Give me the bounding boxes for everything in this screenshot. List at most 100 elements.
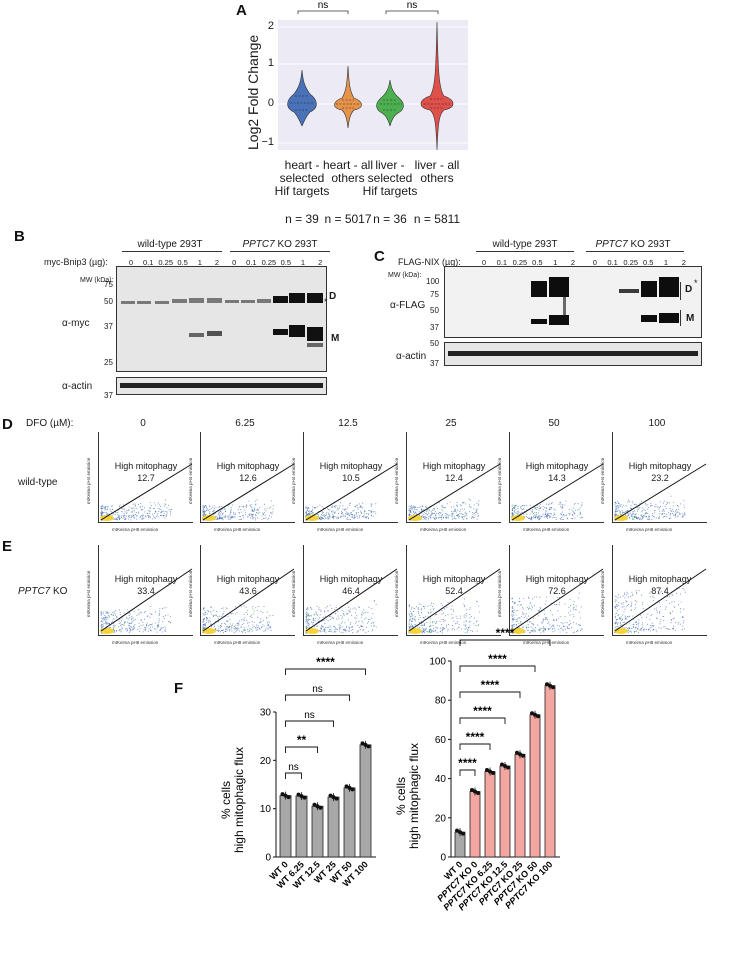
flow-event — [359, 629, 361, 631]
flow-event — [256, 499, 258, 501]
flow-event — [525, 512, 527, 514]
flow-event — [121, 626, 123, 628]
flow-event — [459, 617, 461, 620]
flow-event — [413, 617, 415, 619]
flow-event — [121, 627, 123, 630]
flow-event — [640, 614, 642, 616]
flow-event — [305, 613, 307, 615]
flow-event — [358, 517, 360, 519]
flow-event — [411, 624, 413, 626]
flow-event — [422, 513, 424, 515]
flow-event — [515, 624, 517, 626]
flow-event — [105, 610, 107, 612]
flow-event — [331, 608, 333, 610]
flow-event — [150, 507, 152, 509]
flow-event — [465, 621, 467, 623]
flow-event — [581, 504, 583, 506]
flow-event — [373, 599, 376, 602]
flow-event — [370, 510, 372, 512]
f-sig-label: **** — [316, 655, 335, 669]
flow-event — [626, 510, 628, 512]
flow-event — [617, 502, 620, 504]
flow-event — [354, 505, 356, 508]
flow-event — [644, 515, 646, 518]
flow-event — [332, 505, 334, 507]
flow-event — [511, 511, 513, 513]
flow-event — [575, 605, 577, 607]
flow-event — [410, 504, 412, 507]
flow-event — [152, 626, 154, 628]
flow-event — [262, 619, 264, 622]
flow-event — [323, 518, 325, 520]
flow-event — [636, 593, 638, 595]
flow-event — [361, 614, 363, 616]
flow-event — [347, 507, 349, 509]
flow-event — [206, 619, 208, 621]
flow-event — [654, 512, 656, 514]
flow-event — [425, 510, 428, 512]
flow-event — [453, 620, 455, 622]
flow-event — [323, 610, 326, 612]
flow-event — [133, 611, 135, 613]
gate-line — [408, 568, 501, 632]
flow-event — [446, 606, 448, 608]
flow-event — [322, 514, 324, 516]
flow-event — [334, 608, 336, 610]
flow-event — [316, 625, 318, 627]
flow-event — [447, 628, 449, 630]
flow-event — [579, 617, 582, 619]
flow-event — [444, 515, 446, 517]
flow-event — [306, 612, 308, 614]
flow-event — [531, 509, 534, 511]
flow-event — [675, 509, 677, 511]
flow-event — [647, 629, 649, 631]
flow-event — [310, 621, 312, 623]
flow-event — [267, 519, 269, 521]
flow-event — [625, 606, 627, 608]
flow-event — [461, 517, 464, 519]
flow-event — [658, 507, 660, 509]
flow-event — [364, 511, 366, 513]
flow-event — [229, 629, 231, 631]
flow-event — [100, 627, 102, 629]
gate-label: High mitophagy — [216, 461, 280, 471]
flow-event — [141, 516, 143, 518]
flow-event — [133, 619, 135, 621]
flow-event — [141, 518, 143, 521]
flow-event — [412, 614, 414, 616]
flow-event — [654, 608, 656, 610]
flow-event — [114, 514, 116, 516]
flow-event — [114, 612, 116, 615]
f-sig-label: **** — [496, 626, 515, 640]
flow-event — [434, 511, 436, 513]
f-sig-bracket — [459, 665, 536, 672]
flow-event — [528, 615, 530, 617]
flow-event — [659, 501, 661, 503]
flow-event — [553, 508, 555, 510]
flow-event — [439, 620, 441, 623]
flow-event — [248, 500, 250, 502]
flow-event — [133, 517, 135, 519]
f-ytick-label: 20 — [435, 813, 447, 824]
flow-event — [267, 621, 269, 623]
flow-event — [473, 623, 475, 625]
flow-event — [333, 516, 335, 518]
flow-event — [474, 512, 476, 514]
flow-event — [621, 506, 624, 508]
flow-event — [619, 625, 621, 627]
flow-event — [103, 623, 105, 625]
flow-event — [104, 619, 106, 621]
flow-event — [362, 622, 364, 624]
flow-event — [347, 630, 349, 632]
flow-event — [569, 598, 571, 600]
flow-event — [356, 515, 358, 517]
flow-event — [266, 507, 268, 509]
flow-event — [682, 625, 684, 627]
flow-event — [132, 503, 134, 505]
flow-event — [408, 613, 410, 615]
flow-event — [634, 503, 636, 505]
flow-event — [251, 630, 253, 632]
flow-event — [561, 518, 563, 520]
flow-event — [666, 501, 668, 503]
flow-event — [515, 614, 517, 616]
